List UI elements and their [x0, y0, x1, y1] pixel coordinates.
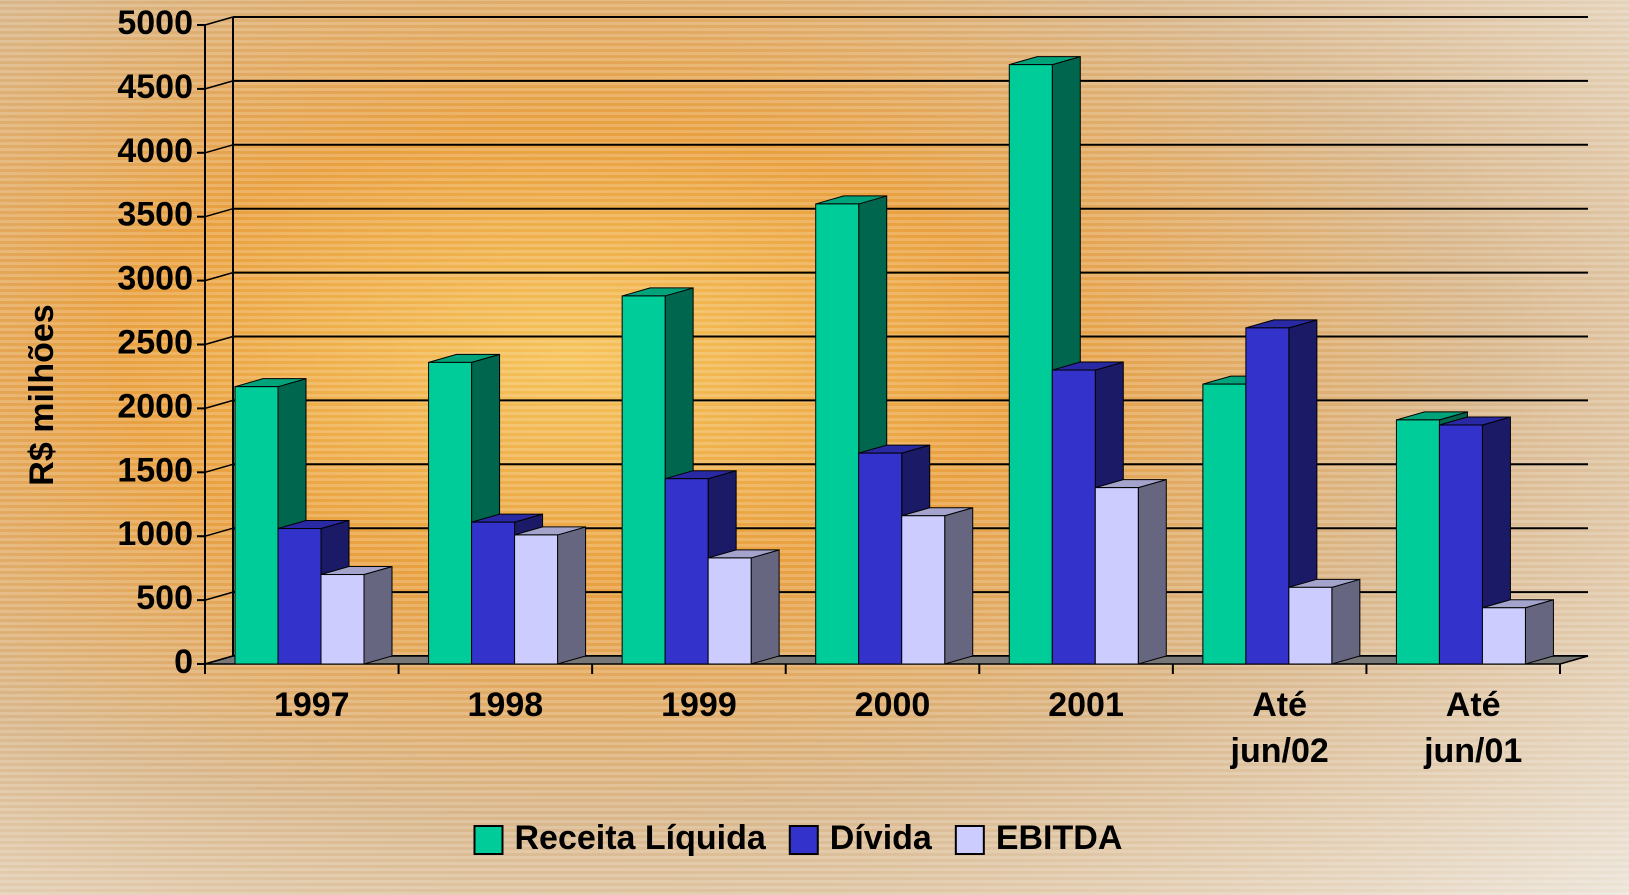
grid-line-side [204, 399, 234, 410]
bar-side [1524, 599, 1554, 665]
bar [514, 534, 559, 665]
y-axis-label: R$ milhões [23, 304, 61, 485]
legend-label: EBITDA [996, 819, 1123, 857]
bar [707, 557, 752, 665]
grid-line-side [204, 463, 234, 474]
y-tick-label: 3000 [117, 260, 193, 298]
grid-line-side [204, 335, 234, 346]
grid-line-side [204, 80, 234, 90]
bar [858, 452, 903, 665]
legend-swatch [954, 825, 985, 855]
grid-line-side [204, 271, 234, 282]
bar [1008, 64, 1053, 665]
bar [471, 521, 516, 665]
y-tick-label: 2500 [117, 323, 193, 361]
grid-line-side [204, 527, 234, 537]
bar-side [1331, 578, 1361, 665]
bar [1094, 487, 1139, 665]
legend-label: Dívida [830, 819, 933, 857]
x-tick-label: 2001 [1048, 686, 1124, 724]
bar-side [944, 507, 974, 665]
bar [1288, 586, 1333, 665]
bar [901, 515, 946, 665]
x-tick-label: 1998 [467, 686, 544, 724]
grid-line-side [204, 591, 234, 601]
bar-side [363, 565, 393, 665]
legend-swatch [788, 825, 819, 855]
grid-line-side [204, 144, 234, 154]
bar [621, 295, 666, 665]
y-tick-label: 4000 [117, 132, 193, 170]
bar-side [1137, 478, 1167, 665]
bar [1051, 369, 1096, 665]
y-tick-label: 5000 [117, 4, 193, 42]
grid-line-side [204, 16, 234, 26]
bar [1395, 419, 1440, 665]
bar [1438, 424, 1483, 665]
legend-label: Receita Líquida [515, 819, 767, 857]
bar [1481, 607, 1526, 665]
bar [1202, 383, 1247, 665]
bar [234, 386, 279, 665]
y-tick-label: 1500 [117, 451, 193, 489]
bar [428, 361, 473, 665]
legend-swatch [473, 825, 504, 855]
bar [815, 203, 860, 665]
y-tick-label: 500 [136, 579, 193, 617]
y-tick-label: 4500 [117, 68, 193, 106]
x-tick-label: 2000 [854, 686, 931, 724]
y-tick-label: 3500 [117, 196, 193, 234]
x-tick-label: 1997 [273, 686, 350, 724]
x-tick-label: 1999 [661, 686, 737, 724]
bar [664, 478, 709, 665]
bar [320, 574, 365, 665]
y-tick-label: 0 [174, 643, 193, 681]
bar [277, 528, 322, 665]
y-tick-label: 1000 [117, 515, 193, 553]
x-tick-label: Até jun/02 [1230, 686, 1329, 770]
bar-side [750, 549, 780, 665]
x-tick-label: Até jun/01 [1424, 686, 1523, 770]
y-tick-label: 2000 [117, 387, 193, 425]
bar-side [557, 526, 587, 665]
grid-line-side [204, 207, 234, 218]
bar [1245, 327, 1290, 665]
